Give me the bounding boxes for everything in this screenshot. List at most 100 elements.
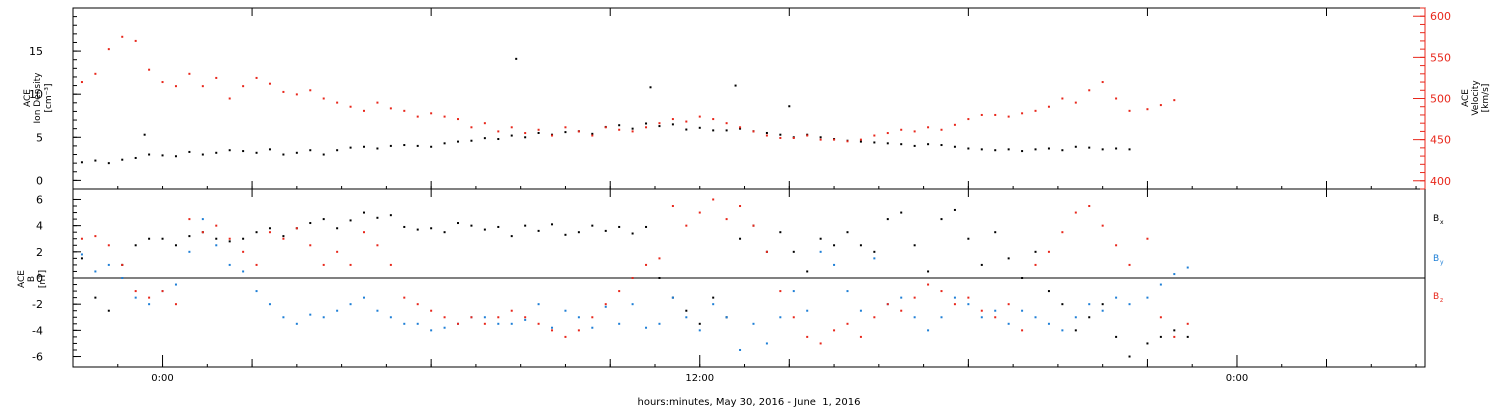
by-point xyxy=(282,316,285,319)
bx-point xyxy=(1088,316,1091,319)
bz-point xyxy=(174,303,177,306)
density-point xyxy=(416,144,419,147)
by-point xyxy=(295,322,298,325)
velocity-point xyxy=(913,130,916,133)
by-point xyxy=(913,316,916,319)
bx-point xyxy=(631,232,634,235)
legend-by: B xyxy=(1433,254,1439,264)
by-point xyxy=(658,322,661,325)
density-point xyxy=(886,142,889,145)
velocity-point xyxy=(470,126,473,129)
by-point xyxy=(148,303,151,306)
by-point xyxy=(551,326,554,329)
bz-point xyxy=(215,224,218,227)
bz-point xyxy=(900,309,903,312)
bx-point xyxy=(94,296,97,299)
by-point xyxy=(524,318,527,321)
bottom-ylabel-line2: B xyxy=(27,276,37,282)
velocity-point xyxy=(900,128,903,131)
density-point xyxy=(1007,148,1010,151)
density-point xyxy=(900,143,903,146)
bx-point xyxy=(685,309,688,312)
by-point xyxy=(994,309,997,312)
bz-point xyxy=(739,205,742,208)
velocity-point xyxy=(631,130,634,133)
bz-point xyxy=(806,335,809,338)
bz-point xyxy=(577,329,580,332)
density-point xyxy=(80,161,83,164)
top-right-tick-label: 450 xyxy=(1430,134,1451,147)
density-point xyxy=(671,123,674,126)
bz-point xyxy=(913,296,916,299)
velocity-point xyxy=(1173,99,1176,102)
bottom-panel-series xyxy=(80,198,1189,358)
velocity-point xyxy=(967,118,970,121)
bx-point xyxy=(524,224,527,227)
velocity-point xyxy=(873,134,876,137)
density-point xyxy=(188,150,191,153)
by-point xyxy=(859,309,862,312)
by-point xyxy=(242,270,245,273)
top-left-y-axis: 0 5 10 15 xyxy=(29,7,81,190)
velocity-point xyxy=(376,101,379,104)
by-point xyxy=(376,309,379,312)
velocity-point xyxy=(134,39,137,42)
bx-point xyxy=(551,223,554,226)
velocity-point xyxy=(792,136,795,139)
density-point xyxy=(645,122,648,125)
by-point xyxy=(1061,329,1064,332)
bz-point xyxy=(698,211,701,214)
velocity-point xyxy=(161,81,164,84)
bx-point xyxy=(1128,355,1131,358)
velocity-point xyxy=(242,85,245,88)
top-left-tick-label: 5 xyxy=(36,131,43,144)
density-point xyxy=(349,146,352,149)
velocity-point xyxy=(604,126,607,129)
density-point xyxy=(295,151,298,154)
by-point xyxy=(577,316,580,319)
density-point xyxy=(913,144,916,147)
velocity-point xyxy=(833,138,836,141)
bx-point xyxy=(712,296,715,299)
bx-point xyxy=(228,240,231,243)
top-right-ylabel-line2: Velocity xyxy=(1471,80,1481,116)
bz-point xyxy=(336,250,339,253)
velocity-point xyxy=(295,93,298,96)
bz-point xyxy=(591,316,594,319)
density-point xyxy=(201,153,204,156)
bz-point xyxy=(416,303,419,306)
bz-point xyxy=(161,290,164,293)
bz-point xyxy=(980,309,983,312)
by-point xyxy=(698,329,701,332)
by-point xyxy=(752,322,755,325)
density-point xyxy=(1034,148,1037,151)
velocity-point xyxy=(765,134,768,137)
density-point xyxy=(376,147,379,150)
density-point xyxy=(779,133,782,136)
density-point xyxy=(537,131,540,134)
velocity-point xyxy=(551,134,554,137)
bz-point xyxy=(1021,329,1024,332)
bx-point xyxy=(994,231,997,234)
density-point xyxy=(510,134,513,137)
top-left-ylabel-line2: Ion Density xyxy=(33,72,43,124)
bz-point xyxy=(953,303,956,306)
bz-point xyxy=(967,296,970,299)
velocity-point xyxy=(1061,97,1064,100)
by-point xyxy=(1146,296,1149,299)
by-point xyxy=(1128,303,1131,306)
bx-point xyxy=(1101,303,1104,306)
velocity-point xyxy=(430,112,433,115)
bx-point xyxy=(215,237,218,240)
density-point xyxy=(443,142,446,145)
bx-point xyxy=(255,231,258,234)
bz-point xyxy=(846,322,849,325)
top-right-tick-label: 550 xyxy=(1430,51,1451,64)
density-point xyxy=(174,155,177,158)
velocity-point xyxy=(1047,105,1050,108)
velocity-point xyxy=(859,138,862,141)
bz-point xyxy=(457,322,460,325)
density-point xyxy=(618,124,621,127)
by-point xyxy=(121,277,124,279)
bz-point xyxy=(322,263,325,266)
